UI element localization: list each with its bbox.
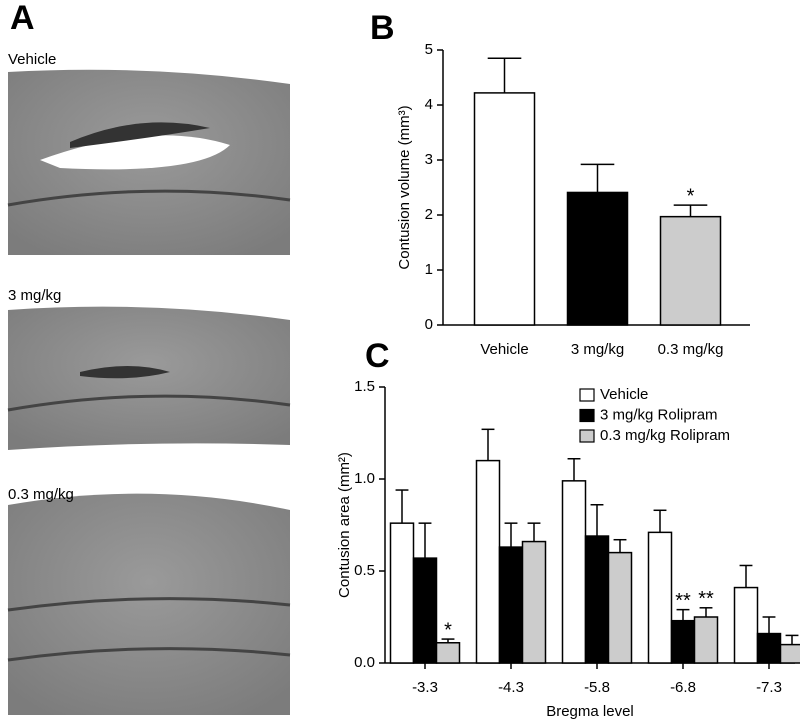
x-tick-label: -4.3 xyxy=(498,679,524,696)
legend-swatch xyxy=(579,429,595,443)
legend-label: Vehicle xyxy=(600,386,648,403)
y-tick-label: 1 xyxy=(425,261,433,278)
panel-letter: B xyxy=(370,9,395,47)
bar xyxy=(473,92,536,326)
hippocampus xyxy=(7,189,291,207)
x-tick-label: -6.8 xyxy=(670,679,696,696)
image-label: Vehicle xyxy=(8,51,56,68)
legend-label: 3 mg/kg Rolipram xyxy=(600,406,718,423)
bar xyxy=(521,540,547,664)
significance-label: ** xyxy=(698,588,714,610)
image-label: 0.3 mg/kg xyxy=(8,486,74,503)
y-tick-label: 0.5 xyxy=(354,562,375,579)
bar xyxy=(475,459,501,664)
bar xyxy=(607,551,633,664)
brain-section xyxy=(8,306,290,450)
y-axis-label: Contusion area (mm²) xyxy=(336,452,353,598)
panel-letter: A xyxy=(10,0,35,37)
y-axis-label: Contusion volume (mm³) xyxy=(396,105,413,269)
bar xyxy=(779,643,800,664)
bar xyxy=(670,619,696,664)
bar xyxy=(647,531,673,664)
y-tick-label: 1.0 xyxy=(354,470,375,487)
image-label: 3 mg/kg xyxy=(8,287,61,304)
x-tick-label: -5.8 xyxy=(584,679,610,696)
bar xyxy=(756,632,782,664)
lesion xyxy=(80,366,170,379)
x-tick-label: -7.3 xyxy=(756,679,782,696)
bar xyxy=(561,480,587,664)
bar xyxy=(733,586,759,664)
significance-label: ** xyxy=(675,590,691,612)
significance-label: * xyxy=(687,185,695,207)
brain-section xyxy=(8,493,290,715)
bar xyxy=(389,522,415,664)
y-tick-label: 0.0 xyxy=(354,654,375,671)
lesion-cavity xyxy=(40,135,230,170)
x-tick-label: Vehicle xyxy=(480,341,528,358)
legend-swatch xyxy=(579,408,595,423)
bar xyxy=(566,191,629,326)
lesion xyxy=(70,122,210,148)
hippocampus xyxy=(7,647,291,662)
bar xyxy=(435,642,461,664)
bar xyxy=(498,546,524,664)
x-tick-label: 3 mg/kg xyxy=(571,341,624,358)
significance-label: * xyxy=(444,619,452,641)
legend-label: 0.3 mg/kg Rolipram xyxy=(600,427,730,444)
hippocampus xyxy=(7,394,291,412)
y-tick-label: 0 xyxy=(425,316,433,333)
y-tick-label: 5 xyxy=(425,41,433,58)
bar xyxy=(412,557,438,664)
bar xyxy=(659,215,722,326)
legend-swatch xyxy=(579,388,595,402)
bar xyxy=(584,535,610,664)
y-tick-label: 1.5 xyxy=(354,378,375,395)
x-axis-label: Bregma level xyxy=(546,703,634,720)
x-tick-label: -3.3 xyxy=(412,679,438,696)
y-tick-label: 2 xyxy=(425,206,433,223)
x-tick-label: 0.3 mg/kg xyxy=(658,341,724,358)
panel-a: A Vehicle 3 mg/kg 0.3 mg/kg xyxy=(7,0,291,715)
y-tick-label: 3 xyxy=(425,151,433,168)
bar xyxy=(693,616,719,664)
hippocampus xyxy=(7,597,291,612)
y-tick-label: 4 xyxy=(425,96,433,113)
panel-letter: C xyxy=(365,337,390,375)
